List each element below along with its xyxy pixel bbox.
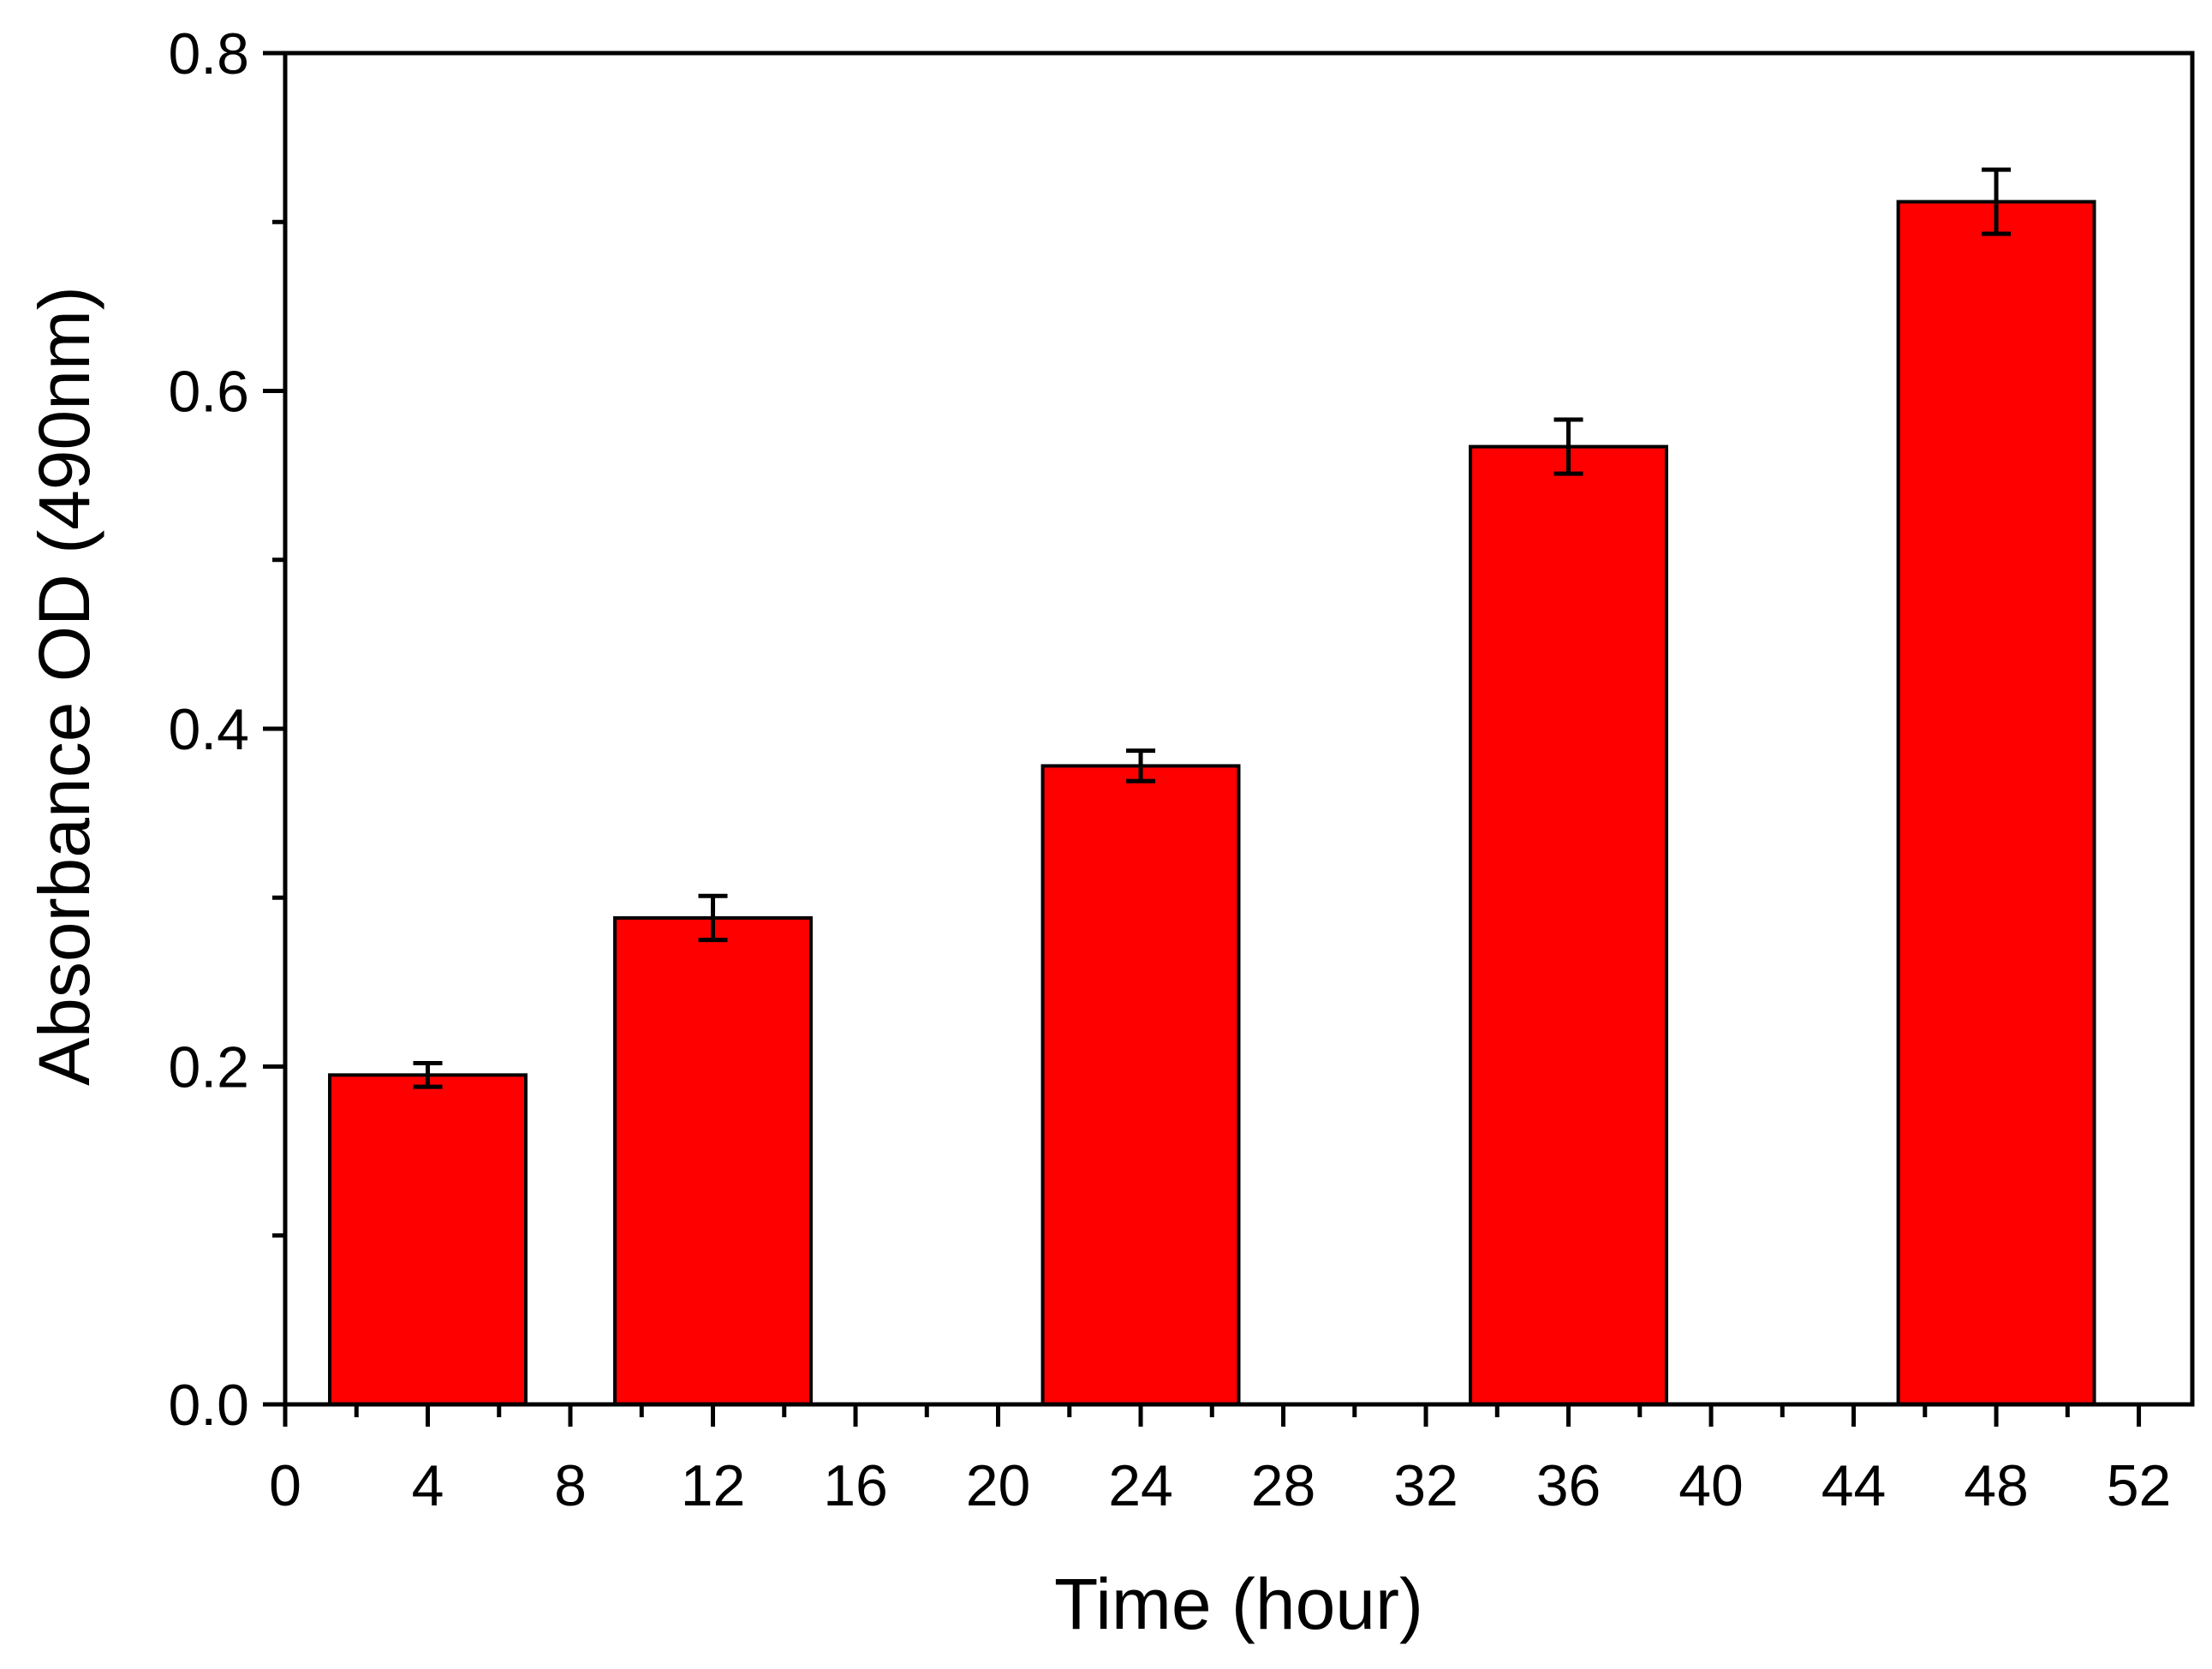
x-tick-label: 24: [1108, 1453, 1173, 1518]
x-tick-label: 48: [1964, 1453, 2029, 1518]
y-tick-label: 0.6: [168, 360, 249, 425]
x-tick-label: 8: [554, 1453, 587, 1518]
x-tick-label: 40: [1678, 1453, 1744, 1518]
bar-4h: [328, 1073, 528, 1407]
x-tick-label: 16: [823, 1453, 888, 1518]
x-tick-label: 12: [681, 1453, 746, 1518]
y-tick-label: 0.4: [168, 697, 249, 762]
bar-24h: [1040, 764, 1241, 1406]
error-bars-layer: [413, 167, 2012, 1089]
y-tick-label: 0.8: [168, 21, 249, 86]
x-tick-label: 4: [412, 1453, 444, 1518]
x-tick-label: 44: [1821, 1453, 1887, 1518]
x-tick-label: 32: [1393, 1453, 1458, 1518]
ticks-layer: [263, 51, 2142, 1427]
bars-layer: [328, 200, 2096, 1407]
y-axis-title: Absorbance OD (490nm): [24, 286, 104, 1086]
y-tick-label: 0.0: [168, 1373, 249, 1438]
bar-48h: [1896, 200, 2096, 1407]
x-tick-label: 36: [1536, 1453, 1601, 1518]
x-tick-labels: 0 4 8 12 16 20 24 28 32 36 40 44 48 52: [269, 1453, 2171, 1518]
x-axis-title: Time (hour): [1054, 1564, 1423, 1644]
y-tick-label: 0.2: [168, 1035, 249, 1100]
bar-36h: [1469, 444, 1669, 1406]
x-tick-label: 28: [1251, 1453, 1316, 1518]
y-tick-labels: 0.0 0.2 0.4 0.6 0.8: [168, 21, 249, 1438]
x-tick-label: 52: [2107, 1453, 2172, 1518]
bar-12h: [613, 915, 813, 1407]
x-tick-label: 20: [966, 1453, 1031, 1518]
x-tick-label: 0: [269, 1453, 301, 1518]
